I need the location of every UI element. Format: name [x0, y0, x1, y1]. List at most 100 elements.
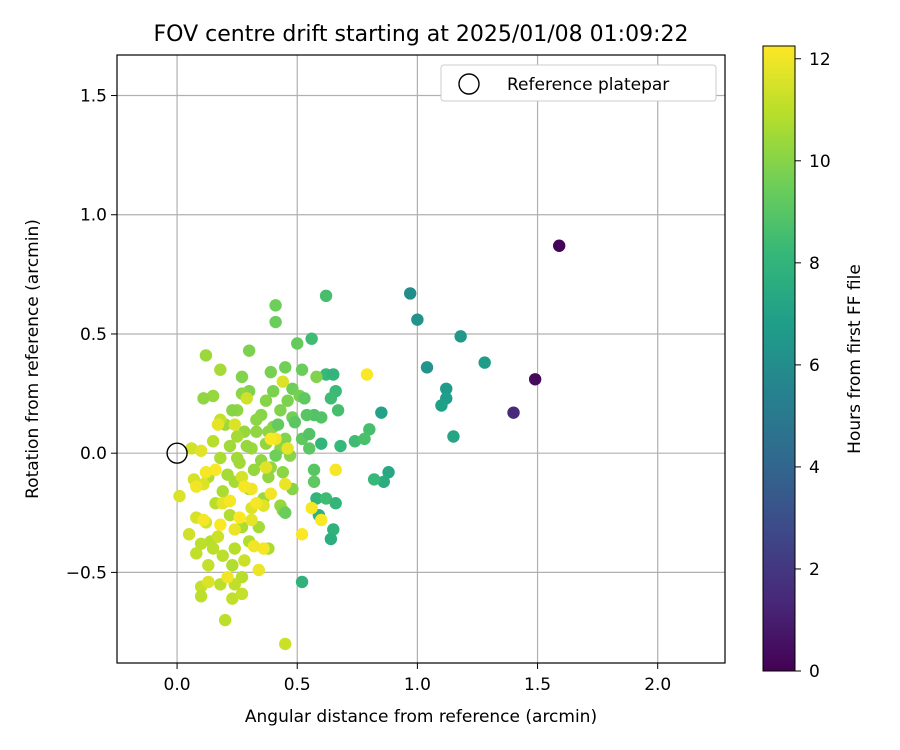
chart-title: FOV centre drift starting at 2025/01/08 …: [154, 22, 689, 47]
data-point: [327, 523, 340, 536]
data-point: [221, 468, 234, 481]
data-point: [279, 432, 292, 446]
data-point: [291, 337, 304, 350]
data-point: [331, 404, 345, 417]
x-tick-label: 1.0: [404, 675, 431, 695]
data-point: [221, 570, 234, 584]
data-point: [305, 332, 318, 345]
data-point: [478, 356, 491, 369]
colorbar-tick-label: 6: [809, 356, 820, 376]
data-point: [235, 587, 249, 601]
data-point: [269, 299, 282, 312]
data-point: [230, 430, 244, 443]
data-point: [194, 537, 208, 550]
y-tick-label: 0.5: [80, 325, 107, 345]
data-point: [271, 418, 285, 431]
data-point: [206, 542, 220, 555]
data-point: [329, 497, 342, 510]
data-point: [279, 637, 292, 651]
data-point: [206, 435, 220, 448]
data-point: [190, 547, 203, 560]
data-point: [447, 430, 460, 443]
data-point: [315, 411, 328, 424]
data-point: [319, 289, 333, 303]
data-point: [310, 370, 323, 384]
data-point: [214, 363, 227, 376]
data-point: [242, 344, 256, 357]
data-point: [182, 528, 196, 541]
data-point: [298, 392, 311, 405]
x-tick-label: 1.5: [524, 675, 551, 695]
data-point: [235, 470, 249, 484]
colorbar-tick-label: 0: [809, 662, 820, 682]
data-point: [262, 470, 275, 484]
data-point: [228, 418, 241, 431]
data-point: [202, 559, 215, 572]
data-point: [209, 463, 222, 477]
data-point: [305, 501, 318, 515]
data-point: [288, 415, 302, 429]
data-point: [250, 425, 263, 438]
data-point: [185, 442, 198, 455]
data-point: [334, 439, 347, 453]
data-point: [329, 463, 342, 477]
reference-marker: [166, 442, 188, 464]
data-point: [382, 466, 395, 479]
data-point: [276, 466, 290, 479]
data-point: [315, 513, 328, 527]
data-point: [223, 494, 237, 508]
data-point: [230, 451, 244, 465]
data-point: [440, 382, 453, 396]
data-point: [300, 408, 314, 422]
y-tick-label: 1.5: [80, 87, 107, 107]
data-point: [238, 480, 251, 493]
data-point: [173, 489, 186, 503]
y-tick-label: 0.0: [80, 444, 107, 464]
data-point: [250, 497, 263, 510]
y-axis-ticks: −0.5 0.0 0.5 1.0 1.5: [66, 87, 117, 583]
data-point: [279, 506, 292, 519]
data-point: [375, 406, 388, 419]
legend-reference-marker: [458, 73, 480, 95]
data-point: [197, 513, 210, 527]
colorbar-tick-label: 4: [809, 458, 820, 478]
data-point: [226, 592, 239, 605]
data-point: [240, 392, 253, 405]
data-point: [319, 492, 333, 505]
data-point: [228, 523, 241, 536]
legend-entry-label: Reference platepar: [507, 75, 669, 95]
data-point: [211, 530, 225, 543]
data-point: [194, 590, 208, 603]
x-tick-label: 0.5: [284, 675, 311, 695]
data-point: [228, 542, 241, 555]
colorbar-tick-label: 8: [809, 254, 820, 274]
data-point: [295, 363, 309, 376]
data-point: [223, 439, 237, 453]
data-point: [315, 437, 328, 450]
data-point: [360, 368, 374, 381]
data-point: [197, 392, 210, 405]
data-point: [528, 373, 542, 386]
data-point: [377, 475, 390, 488]
data-point: [238, 554, 251, 567]
data-points: [173, 239, 566, 651]
y-axis-label: Rotation from reference (arcmin): [23, 219, 43, 499]
data-point: [264, 365, 278, 379]
data-point: [310, 492, 323, 505]
colorbar-tick-label: 2: [809, 560, 820, 580]
data-point: [295, 528, 309, 541]
data-point: [281, 442, 294, 455]
x-axis-ticks: 0.0 0.5 1.0 1.5 2.0: [164, 663, 671, 695]
colorbar: [762, 45, 796, 672]
data-point: [303, 442, 316, 455]
data-point: [281, 394, 294, 407]
data-point: [259, 461, 273, 474]
data-point: [269, 315, 282, 329]
data-point: [363, 423, 376, 436]
data-point: [267, 384, 280, 398]
legend-box: [440, 64, 717, 102]
data-point: [194, 444, 208, 457]
data-point: [264, 432, 278, 446]
data-point: [216, 549, 229, 562]
data-point: [252, 563, 265, 577]
